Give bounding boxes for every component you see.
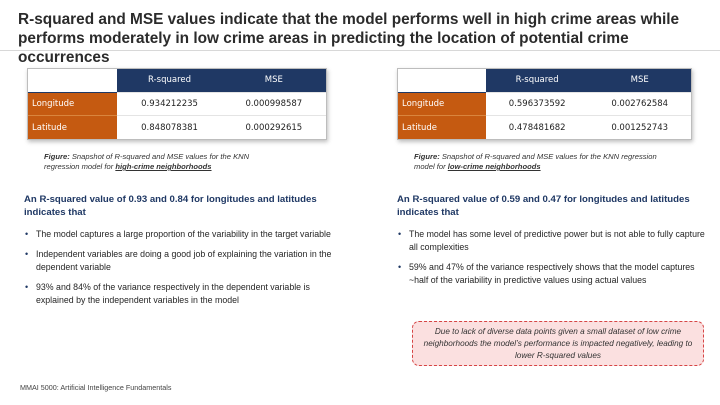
row-label-latitude: Latitude bbox=[28, 115, 118, 139]
figure-caption-left: Figure: Snapshot of R-squared and MSE va… bbox=[44, 152, 284, 172]
table-header-row: R-squared MSE bbox=[398, 69, 691, 93]
cell-mse: 0.000292615 bbox=[221, 115, 326, 139]
table-row: Longitude 0.934212235 0.000998587 bbox=[28, 91, 326, 116]
figure-caption-right: Figure: Snapshot of R-squared and MSE va… bbox=[414, 152, 674, 172]
list-item: The model has some level of predictive p… bbox=[397, 228, 707, 254]
slide-title-area: R-squared and MSE values indicate that t… bbox=[18, 10, 708, 67]
cell-mse: 0.002762584 bbox=[588, 91, 691, 116]
table-header-row: R-squared MSE bbox=[28, 69, 326, 93]
summary-right: An R-squared value of 0.59 and 0.47 for … bbox=[397, 194, 690, 218]
high-crime-metrics-table: R-squared MSE Longitude 0.934212235 0.00… bbox=[27, 68, 327, 140]
caption-prefix: Figure: bbox=[44, 152, 70, 161]
caption-emphasis: low-crime neighborhoods bbox=[447, 162, 541, 171]
column-header-mse: MSE bbox=[221, 69, 326, 93]
cell-r-squared: 0.848078381 bbox=[117, 115, 222, 139]
table-row: Latitude 0.478481682 0.001252743 bbox=[398, 115, 691, 139]
column-header-mse: MSE bbox=[588, 69, 691, 93]
title-divider bbox=[0, 50, 720, 51]
bullet-list-right: The model has some level of predictive p… bbox=[397, 228, 707, 294]
footer-course-name: MMAI 5000: Artificial Intelligence Funda… bbox=[20, 383, 172, 392]
cell-mse: 0.001252743 bbox=[588, 115, 691, 139]
cell-r-squared: 0.934212235 bbox=[117, 91, 222, 116]
bullet-list-left: The model captures a large proportion of… bbox=[24, 228, 344, 314]
list-item: 93% and 84% of the variance respectively… bbox=[24, 281, 344, 307]
callout-note: Due to lack of diverse data points given… bbox=[412, 321, 704, 366]
list-item: 59% and 47% of the variance respectively… bbox=[397, 261, 707, 287]
row-label-latitude: Latitude bbox=[398, 115, 486, 139]
caption-prefix: Figure: bbox=[414, 152, 440, 161]
metrics-table-left: R-squared MSE Longitude 0.934212235 0.00… bbox=[28, 69, 326, 139]
cell-r-squared: 0.478481682 bbox=[485, 115, 589, 139]
caption-text: Snapshot of R-squared and MSE values for… bbox=[414, 152, 657, 171]
caption-emphasis: high-crime neighborhoods bbox=[115, 162, 212, 171]
column-header-r-squared: R-squared bbox=[485, 69, 589, 93]
callout-text: Due to lack of diverse data points given… bbox=[423, 326, 693, 360]
column-header-r-squared: R-squared bbox=[117, 69, 222, 93]
table-row: Longitude 0.596373592 0.002762584 bbox=[398, 91, 691, 116]
table-row: Latitude 0.848078381 0.000292615 bbox=[28, 115, 326, 139]
cell-mse: 0.000998587 bbox=[221, 91, 326, 116]
list-item: The model captures a large proportion of… bbox=[24, 228, 344, 241]
cell-r-squared: 0.596373592 bbox=[485, 91, 589, 116]
caption-text: Snapshot of R-squared and MSE values for… bbox=[44, 152, 250, 171]
row-label-longitude: Longitude bbox=[28, 91, 118, 116]
low-crime-metrics-table: R-squared MSE Longitude 0.596373592 0.00… bbox=[397, 68, 692, 140]
list-item: Independent variables are doing a good j… bbox=[24, 248, 344, 274]
slide-title: R-squared and MSE values indicate that t… bbox=[18, 11, 680, 66]
row-label-longitude: Longitude bbox=[398, 91, 486, 116]
table-corner-cell bbox=[28, 69, 118, 93]
table-corner-cell bbox=[398, 69, 486, 93]
summary-left: An R-squared value of 0.93 and 0.84 for … bbox=[24, 194, 317, 218]
metrics-table-right: R-squared MSE Longitude 0.596373592 0.00… bbox=[398, 69, 691, 139]
